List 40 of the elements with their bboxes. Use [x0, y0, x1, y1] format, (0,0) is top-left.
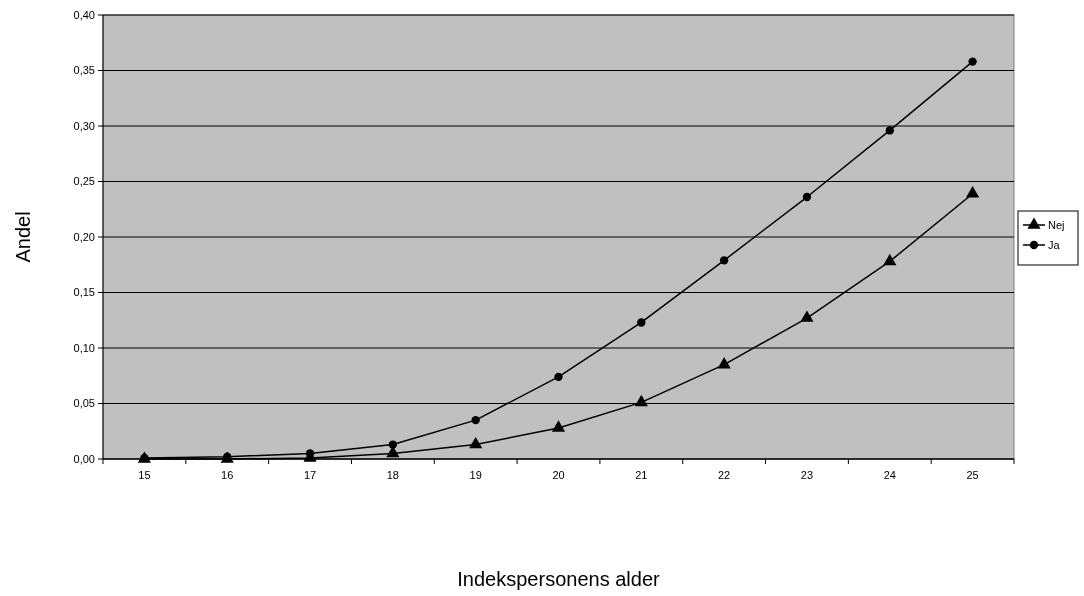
- point: [388, 440, 398, 449]
- point: [717, 357, 731, 369]
- x-tick-label: 23: [800, 469, 814, 481]
- legend-label: Ja: [1048, 238, 1061, 251]
- point: [637, 318, 646, 327]
- point: [305, 449, 315, 458]
- x-axis-title: Indekspersonens alder: [457, 568, 661, 590]
- x-tick-label: 21: [635, 469, 648, 481]
- point: [471, 415, 480, 425]
- y-tick-label: 0,10: [73, 341, 95, 354]
- x-tick-label: 19: [469, 469, 482, 481]
- x-tick-label: 20: [552, 469, 565, 481]
- x-tick-label: 17: [303, 469, 317, 481]
- point: [551, 420, 566, 432]
- y-tick-label: 0,25: [73, 175, 95, 188]
- point: [719, 256, 729, 265]
- y-tick-label: 0,35: [73, 64, 95, 77]
- point: [469, 436, 483, 449]
- legend-label: Nej: [1048, 218, 1065, 231]
- x-tick-label: 22: [718, 469, 731, 481]
- x-tick-label: 18: [386, 469, 399, 481]
- point: [883, 253, 897, 266]
- x-tick-label: 24: [883, 469, 896, 481]
- point: [554, 372, 563, 382]
- point: [966, 186, 980, 198]
- point: [634, 394, 648, 407]
- y-axis-title: Andel: [12, 211, 34, 263]
- x-tick-label: 15: [138, 469, 151, 481]
- point: [968, 57, 977, 66]
- y-tick-label: 0,30: [73, 119, 95, 132]
- point: [800, 310, 814, 322]
- y-tick-label: 0,15: [73, 286, 95, 299]
- x-tick-label: 25: [966, 469, 979, 481]
- y-tick-label: 0,05: [73, 397, 95, 410]
- point: [802, 192, 812, 202]
- y-tick-label: 0,40: [73, 8, 95, 21]
- x-tick-label: 16: [221, 469, 234, 481]
- y-tick-label: 0,00: [73, 452, 95, 465]
- y-tick-label: 0,20: [73, 230, 95, 243]
- point: [885, 126, 894, 135]
